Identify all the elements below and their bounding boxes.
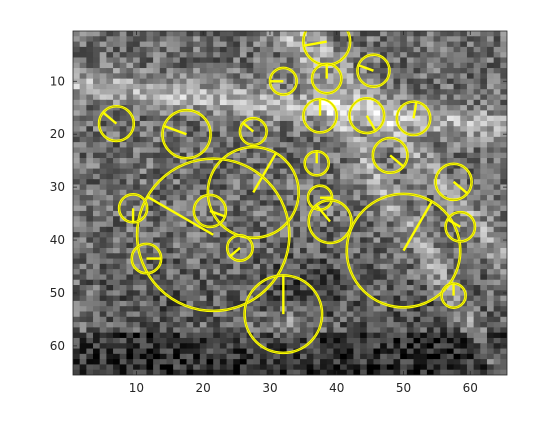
y-tick-label: 50 xyxy=(50,286,65,300)
feature-marker xyxy=(356,53,391,89)
feature-circle-shade xyxy=(372,137,408,173)
feature-circle-shade xyxy=(357,54,390,87)
x-tick-label: 60 xyxy=(463,381,478,395)
feature-marker xyxy=(307,198,353,245)
feature-circle-shade xyxy=(136,158,290,312)
feature-circle-shade xyxy=(239,117,267,146)
y-tick-label: 10 xyxy=(50,74,65,88)
feature-marker xyxy=(238,116,268,147)
x-axis: 10 20 30 40 50 60 xyxy=(129,31,478,395)
feature-marker xyxy=(117,192,149,224)
feature-circle-shade xyxy=(435,163,472,201)
feature-orientation-line xyxy=(252,152,278,194)
feature-circle-shade xyxy=(445,211,476,242)
y-tick-label: 40 xyxy=(50,233,65,247)
feature-circle-shade xyxy=(346,193,461,308)
x-tick-label: 50 xyxy=(396,381,411,395)
feature-marker xyxy=(97,104,136,143)
feature-orientation-line xyxy=(389,154,405,168)
feature-marker xyxy=(303,149,331,177)
feature-circle-shade xyxy=(207,146,299,239)
x-tick-label: 40 xyxy=(329,381,344,395)
feature-marker xyxy=(371,136,409,175)
feature-marker xyxy=(130,242,163,275)
feature-orientation-line xyxy=(365,115,377,132)
grayscale-image xyxy=(73,31,507,375)
feature-marker xyxy=(348,97,386,135)
feature-marker xyxy=(395,100,432,137)
x-tick-label: 30 xyxy=(262,381,277,395)
feature-circle-shade xyxy=(349,98,385,134)
feature-orientation-line xyxy=(102,111,118,125)
feature-orientation-line xyxy=(412,101,418,119)
feature-marker xyxy=(225,233,254,262)
axes-frame xyxy=(72,30,508,376)
feature-orientation-line xyxy=(242,122,255,133)
feature-marker xyxy=(302,97,339,134)
feature-orientation-line xyxy=(402,200,433,252)
feature-marker xyxy=(444,210,477,243)
feature-marker xyxy=(243,274,324,355)
feature-orientation-line xyxy=(303,40,327,47)
feature-overlay xyxy=(97,31,477,355)
feature-marker xyxy=(434,162,473,202)
feature-circle-shade xyxy=(98,106,135,142)
feature-marker xyxy=(345,192,462,309)
feature-circle-shade xyxy=(396,101,431,136)
feature-marker xyxy=(192,193,228,229)
x-tick-label: 20 xyxy=(196,381,211,395)
y-tick-label: 60 xyxy=(50,339,65,353)
feature-circle-shade xyxy=(193,194,227,228)
feature-orientation-line xyxy=(229,247,241,258)
feature-marker xyxy=(135,157,291,313)
y-tick-label: 20 xyxy=(50,127,65,141)
feature-orientation-line xyxy=(315,204,331,223)
y-axis: 10 20 30 40 50 60 xyxy=(50,74,507,353)
feature-circle-shade xyxy=(226,235,253,261)
feature-marker xyxy=(310,62,343,95)
feature-orientation-line xyxy=(146,195,214,236)
feature-orientation-line xyxy=(209,209,226,218)
feature-marker xyxy=(268,66,298,96)
feature-circle-shade xyxy=(162,109,211,159)
feature-orientation-line xyxy=(163,124,187,136)
feature-orientation-line xyxy=(357,64,374,72)
x-tick-label: 10 xyxy=(129,381,144,395)
feature-circle-shade xyxy=(308,199,352,244)
feature-marker xyxy=(206,145,300,240)
feature-orientation-line xyxy=(446,218,461,228)
feature-orientation-line xyxy=(452,180,469,195)
feature-marker xyxy=(161,108,212,160)
y-tick-label: 30 xyxy=(50,180,65,194)
feature-marker xyxy=(440,282,467,309)
